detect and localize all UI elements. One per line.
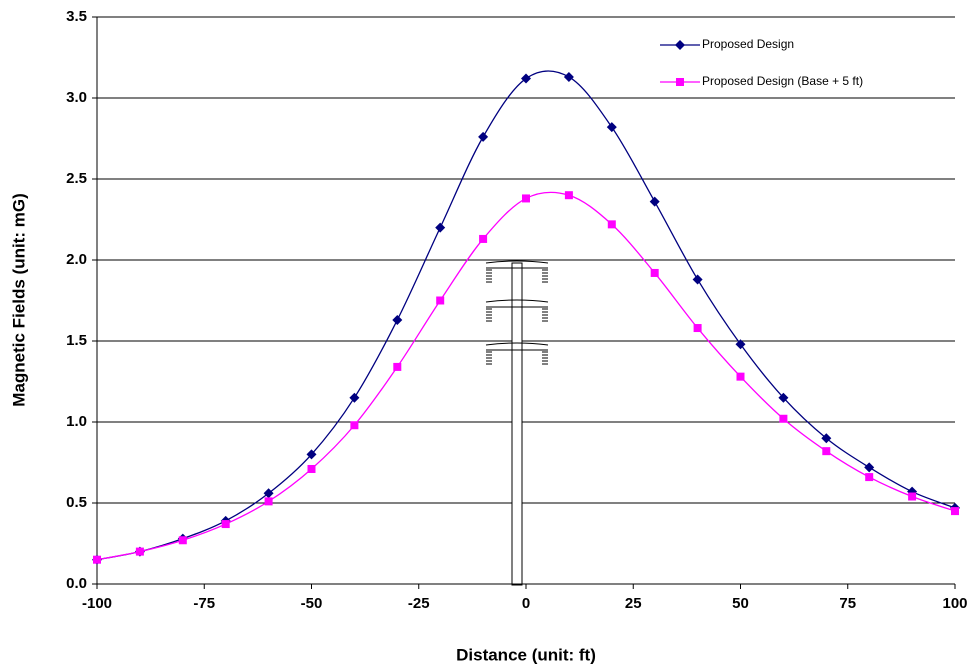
marker	[864, 462, 875, 473]
marker	[650, 268, 659, 277]
x-tick-label: -100	[82, 595, 112, 612]
x-tick-label: 50	[732, 595, 749, 612]
marker	[221, 520, 230, 529]
marker	[178, 536, 187, 545]
x-tick-label: -75	[193, 595, 215, 612]
marker	[563, 71, 574, 82]
y-tick-label: 1.5	[66, 332, 87, 349]
marker	[93, 555, 101, 564]
marker	[865, 473, 874, 482]
marker	[479, 234, 488, 243]
legend-label: Proposed Design (Base + 5 ft)	[702, 74, 863, 88]
marker	[821, 433, 832, 444]
marker	[606, 122, 617, 133]
marker	[649, 196, 660, 207]
y-tick-label: 2.5	[66, 170, 87, 187]
marker	[478, 131, 489, 142]
marker	[436, 296, 445, 305]
series-line	[96, 191, 956, 561]
x-tick-label: -25	[408, 595, 430, 612]
x-tick-label: 25	[625, 595, 642, 612]
marker	[951, 507, 959, 516]
y-tick-label: 2.0	[66, 251, 87, 268]
x-tick-label: 0	[522, 595, 530, 612]
marker	[264, 497, 273, 506]
x-axis-title: Distance (unit: ft)	[456, 645, 596, 664]
marker	[693, 324, 702, 333]
marker	[676, 78, 684, 86]
marker	[779, 414, 788, 423]
y-tick-label: 1.0	[66, 413, 87, 430]
marker	[522, 194, 530, 203]
marker	[307, 464, 316, 473]
x-tick-label: 100	[942, 595, 967, 612]
marker	[306, 449, 317, 460]
x-tick-label: -50	[301, 595, 323, 612]
y-tick-label: 0.0	[66, 575, 87, 592]
marker	[692, 274, 703, 285]
marker	[435, 222, 446, 233]
y-tick-label: 3.5	[66, 8, 87, 25]
marker	[778, 392, 789, 403]
legend: Proposed Design Proposed Design (Base + 5…	[650, 29, 950, 97]
marker	[392, 314, 403, 325]
y-tick-label: 0.5	[66, 494, 87, 511]
marker	[908, 492, 917, 501]
marker	[393, 362, 402, 371]
y-axis-title: Magnetic Fields (unit: mG)	[9, 193, 28, 406]
marker	[135, 547, 144, 556]
marker	[735, 339, 746, 350]
marker	[564, 191, 573, 200]
legend-label: Proposed Design	[702, 37, 794, 51]
marker	[822, 447, 831, 456]
marker	[349, 392, 360, 403]
marker	[521, 73, 531, 84]
marker	[263, 488, 274, 499]
pole-illustration	[485, 260, 549, 586]
y-tick-label: 3.0	[66, 89, 87, 106]
marker	[607, 220, 616, 229]
marker	[350, 421, 359, 430]
legend-box	[650, 29, 950, 97]
marker	[736, 372, 745, 381]
x-tick-label: 75	[839, 595, 856, 612]
series-line	[96, 70, 956, 561]
marker	[675, 40, 685, 50]
